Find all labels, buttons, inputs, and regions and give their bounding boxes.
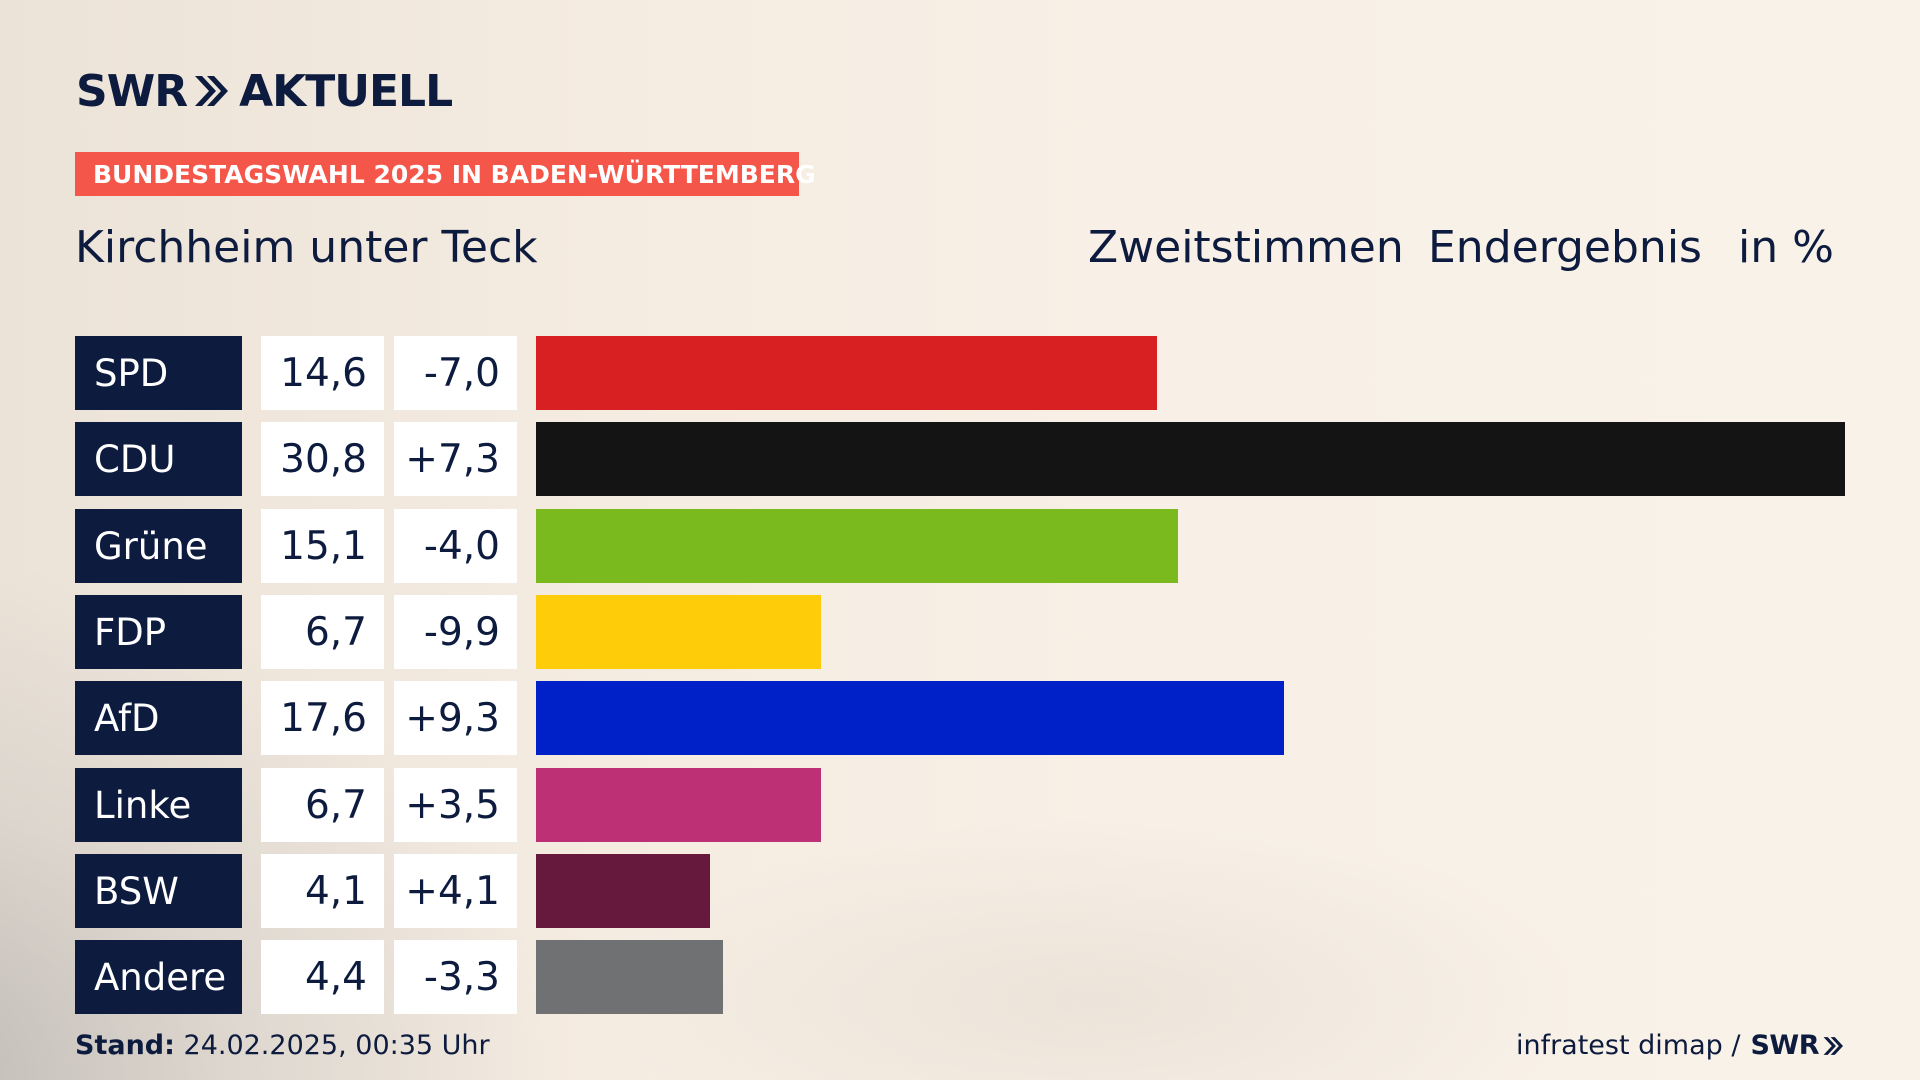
value-label: 15,1 xyxy=(261,509,384,583)
result-bar xyxy=(536,854,710,928)
result-row: AfD 17,6 +9,3 xyxy=(75,681,1845,755)
result-bar xyxy=(536,509,1178,583)
change-label: +3,5 xyxy=(394,768,517,842)
vote-type-label: Zweitstimmen xyxy=(1088,222,1404,273)
value-label: 14,6 xyxy=(261,336,384,410)
change-label: -9,9 xyxy=(394,595,517,669)
party-label: Andere xyxy=(75,940,242,1014)
change-label: +9,3 xyxy=(394,681,517,755)
logo-brand: SWR xyxy=(76,65,188,117)
value-label: 6,7 xyxy=(261,768,384,842)
result-bar xyxy=(536,940,723,1014)
change-label: +4,1 xyxy=(394,854,517,928)
party-label: CDU xyxy=(75,422,242,496)
value-label: 4,1 xyxy=(261,854,384,928)
value-label: 4,4 xyxy=(261,940,384,1014)
result-row: Linke 6,7 +3,5 xyxy=(75,768,1845,842)
source-credit: infratest dimap / SWR xyxy=(1516,1030,1844,1061)
party-label: Linke xyxy=(75,768,242,842)
banner-text: BUNDESTAGSWAHL 2025 IN BADEN-WÜRTTEMBERG xyxy=(93,159,816,189)
change-label: -3,3 xyxy=(394,940,517,1014)
result-row: Andere 4,4 -3,3 xyxy=(75,940,1845,1014)
swr-small-logo: SWR xyxy=(1750,1030,1844,1061)
value-label: 30,8 xyxy=(261,422,384,496)
party-label: Grüne xyxy=(75,509,242,583)
stand-value: 24.02.2025, 00:35 Uhr xyxy=(183,1030,490,1061)
logo-product: AKTUELL xyxy=(239,65,453,117)
source-text: infratest dimap / xyxy=(1515,1030,1741,1061)
value-label: 6,7 xyxy=(261,595,384,669)
result-bar xyxy=(536,336,1157,410)
result-bar xyxy=(536,768,821,842)
place-title: Kirchheim unter Teck xyxy=(75,222,538,273)
party-label: FDP xyxy=(75,595,242,669)
change-label: +7,3 xyxy=(394,422,517,496)
result-row: SPD 14,6 -7,0 xyxy=(75,336,1845,410)
party-label: SPD xyxy=(75,336,242,410)
timestamp: Stand: 24.02.2025, 00:35 Uhr xyxy=(75,1030,490,1061)
party-label: BSW xyxy=(75,854,242,928)
double-chevron-icon xyxy=(193,74,229,108)
party-label: AfD xyxy=(75,681,242,755)
change-label: -7,0 xyxy=(394,336,517,410)
double-chevron-small-icon xyxy=(1823,1036,1843,1055)
unit-label: in % xyxy=(1738,222,1834,273)
result-row: BSW 4,1 +4,1 xyxy=(75,854,1845,928)
result-type-label: Endergebnis xyxy=(1428,222,1702,273)
result-row: CDU 30,8 +7,3 xyxy=(75,422,1845,496)
result-row: Grüne 15,1 -4,0 xyxy=(75,509,1845,583)
result-row: FDP 6,7 -9,9 xyxy=(75,595,1845,669)
stand-label: Stand: xyxy=(75,1030,175,1061)
result-bar xyxy=(536,595,821,669)
value-label: 17,6 xyxy=(261,681,384,755)
result-bar xyxy=(536,422,1845,496)
election-banner: BUNDESTAGSWAHL 2025 IN BADEN-WÜRTTEMBERG xyxy=(75,152,816,196)
source-brand: SWR xyxy=(1750,1030,1819,1061)
change-label: -4,0 xyxy=(394,509,517,583)
result-bar xyxy=(536,681,1284,755)
swr-aktuell-logo: SWR AKTUELL xyxy=(76,65,453,117)
